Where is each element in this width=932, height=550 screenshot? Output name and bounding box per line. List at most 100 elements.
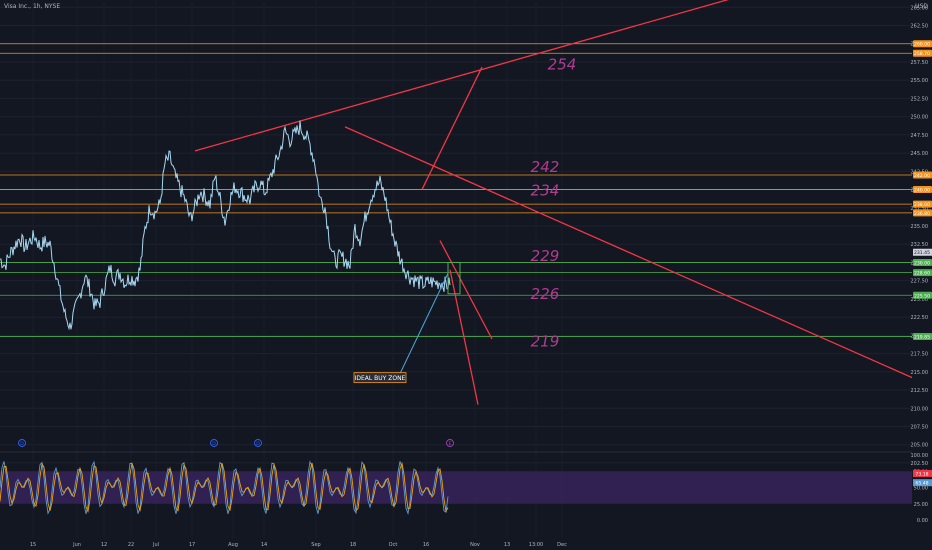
symbol-title: Visa Inc., 1h, NYSE (4, 3, 61, 10)
y-tick-label: 225.00 (911, 297, 929, 303)
y-tick-label: 262.50 (911, 24, 929, 30)
handwritten-level-note: 219 (531, 332, 560, 350)
oscillator-k-line (0, 460, 449, 516)
x-tick-label: 12 (101, 542, 107, 548)
handwritten-level-note: 226 (531, 285, 560, 303)
x-tick-label: Oct (389, 542, 398, 548)
y-tick-label: 235.00 (911, 224, 929, 230)
current-price-label: 231.45 (914, 250, 930, 256)
y-tick-label: 255.00 (911, 78, 929, 84)
y-tick-label: 250.00 (911, 115, 929, 121)
osc-value-tag (913, 469, 932, 477)
event-marker-label: D (212, 441, 216, 447)
osc-value-label: 73.18 (915, 471, 928, 477)
green-level-tag-label: 219.85 (914, 334, 930, 340)
buy-zone-rect (447, 261, 461, 295)
chart-grid (0, 6, 912, 464)
osc-tick-label: 100.00 (911, 453, 929, 459)
orange-level-tag (913, 209, 932, 217)
x-tick-label: 16 (423, 542, 429, 548)
y-tick-label: 252.50 (911, 96, 929, 102)
green-level-tag (913, 291, 932, 299)
price-levels (0, 43, 912, 337)
orange-level-tag-label: 238.00 (914, 202, 930, 208)
currency-label: USD (915, 3, 928, 10)
handwritten-level-note: 234 (531, 181, 560, 199)
green-level-tag-label: 225.50 (914, 293, 930, 299)
trendline (344, 126, 932, 387)
y-tick-label: 215.00 (911, 370, 929, 376)
orange-level-tag-label: 260.00 (914, 42, 930, 48)
y-tick-label: 205.00 (911, 443, 929, 449)
osc-tick-label: 50.00 (914, 486, 928, 492)
x-tick-label: Jul (152, 542, 159, 548)
oscillator-pane (0, 451, 932, 516)
handwritten-level-note: 242 (531, 158, 560, 176)
event-marker-label: E (449, 441, 452, 447)
x-tick-label: 17 (189, 542, 195, 548)
x-tick-label: 15 (30, 542, 36, 548)
buy-zone-box[interactable] (447, 261, 461, 295)
osc-tick-label: 0.00 (917, 518, 928, 524)
green-level-tag-label: 228.60 (914, 271, 930, 277)
trendline (421, 66, 483, 190)
trendline (449, 269, 479, 405)
event-marker-icon (210, 439, 218, 447)
event-marker-icon (18, 439, 26, 447)
x-tick-label: 18 (350, 542, 356, 548)
ideal-buy-zone-callout[interactable]: IDEAL BUY ZONE (353, 273, 449, 384)
x-tick-label: 13:00 (529, 542, 543, 548)
osc-value-tag (913, 479, 932, 487)
event-marker-label: D (256, 441, 260, 447)
y-tick-label: 232.50 (911, 242, 929, 248)
y-tick-label: 237.50 (911, 206, 929, 212)
x-tick-label: Dec (557, 542, 567, 548)
green-level-tag-label: 230.00 (914, 260, 930, 266)
annotations: 254 242 234 229 226 219 (531, 55, 577, 350)
y-tick-label: 210.00 (911, 406, 929, 412)
green-level-tag (913, 258, 932, 266)
price-line (0, 120, 451, 331)
y-tick-label: 202.50 (911, 461, 929, 467)
oscillator-d-line (0, 461, 449, 513)
green-level-tag (913, 269, 932, 277)
handwritten-level-note: 254 (548, 55, 577, 73)
callout-label: IDEAL BUY ZONE (355, 375, 406, 382)
time-axis[interactable]: 15 Jun 12 22 Jul 17 Aug 14 Sep 18 Oct 16 Nov 13 13:00 D… (30, 542, 567, 548)
current-price-tag (913, 248, 932, 256)
x-tick-label: Nov (470, 542, 480, 548)
price-series (0, 120, 451, 331)
event-marker-icon (254, 439, 262, 447)
trendlines (194, 0, 932, 405)
orange-level-tag (913, 186, 932, 194)
x-tick-label: 14 (261, 542, 267, 548)
orange-level-tag-label: 258.70 (914, 51, 930, 57)
x-tick-label: 22 (128, 542, 134, 548)
callout-arrow (399, 273, 449, 374)
event-marker-icon (446, 439, 454, 447)
event-marker-label: D (20, 441, 24, 447)
y-tick-label: 247.50 (911, 133, 929, 139)
trendline (194, 0, 729, 152)
oscillator-band (0, 471, 912, 504)
price-axis[interactable]: 265.00 262.50 260.00 257.50 255.00 252.50 250.… (911, 0, 932, 550)
y-tick-label: 227.50 (911, 279, 929, 285)
y-tick-label: 212.50 (911, 388, 929, 394)
orange-level-tag (913, 49, 932, 57)
orange-level-tag (913, 40, 932, 48)
osc-tick-label: 25.00 (914, 502, 928, 508)
orange-level-tag (913, 200, 932, 208)
orange-level-tag-label: 236.80 (914, 211, 930, 217)
x-tick-label: 13 (504, 542, 510, 548)
x-tick-label: Aug (228, 542, 238, 548)
green-level-tag (913, 332, 932, 340)
osc-value-label: 65.48 (915, 481, 928, 487)
orange-level-tag-label: 242.00 (914, 173, 930, 179)
x-tick-label: Jun (72, 542, 81, 548)
orange-level-tag-label: 240.00 (914, 188, 930, 194)
x-tick-label: Sep (311, 542, 320, 548)
trendline (439, 240, 493, 340)
y-tick-label: 245.00 (911, 151, 929, 157)
